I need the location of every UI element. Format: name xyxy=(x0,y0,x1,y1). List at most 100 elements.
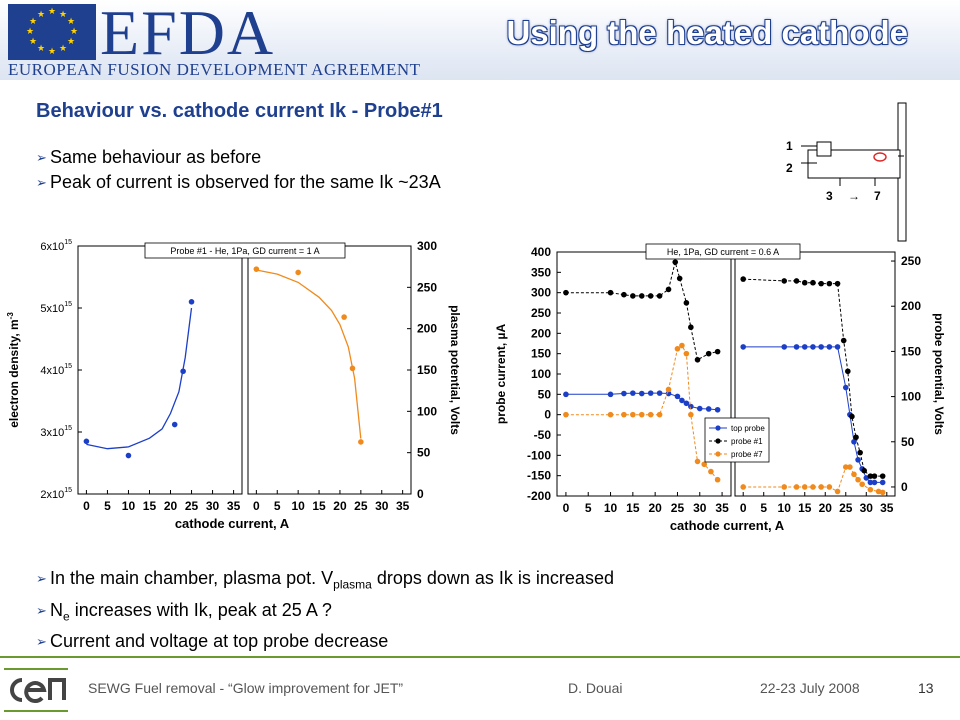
svg-text:★: ★ xyxy=(48,7,56,17)
data-point xyxy=(647,293,654,299)
y-tick-label: 300 xyxy=(531,286,551,300)
data-point xyxy=(563,391,569,398)
plot-frame xyxy=(77,245,243,495)
footer-divider xyxy=(0,656,960,658)
y-tick-exponent: 15 xyxy=(64,239,72,246)
data-point xyxy=(665,386,672,393)
cea-logo-icon xyxy=(4,668,68,712)
bullet-subscript: e xyxy=(63,609,70,624)
data-point xyxy=(341,314,347,320)
data-point xyxy=(810,484,816,490)
data-point xyxy=(621,291,627,298)
data-point xyxy=(295,269,301,276)
y-tick-label: 400 xyxy=(531,245,551,259)
data-point xyxy=(607,391,614,398)
eu-flag-icon: ★ ★ ★ ★ ★ ★ ★ ★ ★ ★ ★ ★ xyxy=(8,4,96,60)
x-tick-label: 10 xyxy=(604,501,618,515)
data-point xyxy=(842,464,849,470)
data-point xyxy=(859,481,865,488)
x-tick-label: 0 xyxy=(253,499,260,513)
data-point xyxy=(842,384,849,391)
footer-event: SEWG Fuel removal - “Glow improvement fo… xyxy=(88,680,404,696)
x-tick-label: 10 xyxy=(778,501,792,515)
data-point xyxy=(851,438,857,445)
data-point xyxy=(683,350,690,357)
data-point xyxy=(705,350,712,357)
chart-probe-current-potential: 0 5 10 15 20 25 30 35-200-150-100-5005010015020… xyxy=(495,243,946,532)
probe-marker-icon xyxy=(873,152,887,162)
data-point xyxy=(847,464,853,470)
x-tick-label: 10 xyxy=(291,499,305,513)
y-tick-label: 250 xyxy=(417,280,437,294)
x-tick-label: 0 xyxy=(563,501,570,515)
data-point xyxy=(188,299,195,305)
x-tick-label: 30 xyxy=(693,501,707,515)
svg-text:★: ★ xyxy=(67,17,75,27)
data-point xyxy=(180,368,186,375)
x-tick-label: 5 xyxy=(274,499,281,513)
x-tick-label: 0 xyxy=(83,499,90,513)
data-point xyxy=(563,289,569,296)
x-tick-label: 20 xyxy=(648,501,662,515)
y-tick-label: 250 xyxy=(901,254,921,268)
slide-title: Using the heated cathode xyxy=(506,14,908,51)
data-point xyxy=(253,266,260,272)
y-tick-label: 5x1015 xyxy=(40,301,72,315)
y-axis-label-sup: -3 xyxy=(6,312,15,320)
data-point xyxy=(826,484,833,490)
data-point xyxy=(683,400,690,407)
data-point xyxy=(845,368,851,375)
x-tick-label: 35 xyxy=(227,499,241,513)
y-tick-label: 100 xyxy=(531,367,551,381)
data-point xyxy=(349,365,356,372)
data-point xyxy=(871,473,878,479)
x-tick-label: 15 xyxy=(312,499,326,513)
data-point xyxy=(694,356,701,363)
data-point xyxy=(810,279,816,286)
legend-marker xyxy=(715,451,721,457)
data-point xyxy=(125,452,132,459)
x-tick-label: 20 xyxy=(164,499,178,513)
data-point xyxy=(793,278,800,284)
x-tick-label: 35 xyxy=(396,499,410,513)
data-point xyxy=(647,390,654,396)
y-tick-mantissa: 4x10 xyxy=(40,365,64,377)
data-point xyxy=(781,344,788,350)
data-point xyxy=(879,479,886,486)
y-tick-label: 100 xyxy=(417,404,437,418)
data-point xyxy=(867,473,874,479)
data-point xyxy=(621,390,627,397)
data-point xyxy=(879,489,886,496)
data-point xyxy=(679,397,685,404)
data-point xyxy=(674,393,681,400)
efda-logo-text: EFDA xyxy=(100,0,276,68)
data-point xyxy=(834,344,841,350)
y-tick-label: -50 xyxy=(534,428,552,442)
data-point xyxy=(83,438,90,445)
bullet-arrow-icon: ➢ xyxy=(36,634,47,650)
y-tick-label: -100 xyxy=(527,448,551,462)
x-tick-label: 20 xyxy=(333,499,347,513)
data-point xyxy=(826,344,833,350)
y-tick-label: 300 xyxy=(417,239,437,253)
data-point xyxy=(818,280,824,287)
y-tick-label: 50 xyxy=(417,446,431,460)
data-point xyxy=(801,344,808,350)
plot-frame xyxy=(734,251,896,497)
y-tick-mantissa: 3x10 xyxy=(40,427,64,439)
data-point xyxy=(714,476,721,483)
svg-text:★: ★ xyxy=(26,27,34,37)
x-tick-label: 15 xyxy=(626,501,640,515)
legend-label: probe #1 xyxy=(731,437,763,446)
svg-text:★: ★ xyxy=(37,44,45,54)
x-tick-label: 5 xyxy=(104,499,111,513)
bullet-item: ➢ Ne increases with Ik, peak at 25 A ? xyxy=(36,598,614,630)
data-point xyxy=(708,468,714,475)
y-tick-mantissa: 5x10 xyxy=(40,303,64,315)
svg-text:★: ★ xyxy=(67,37,75,47)
x-tick-label: 20 xyxy=(819,501,833,515)
series-line xyxy=(743,466,883,493)
x-tick-label: 35 xyxy=(880,501,894,515)
y-tick-label: 100 xyxy=(901,390,921,404)
y-tick-label: 4x1015 xyxy=(40,363,72,377)
